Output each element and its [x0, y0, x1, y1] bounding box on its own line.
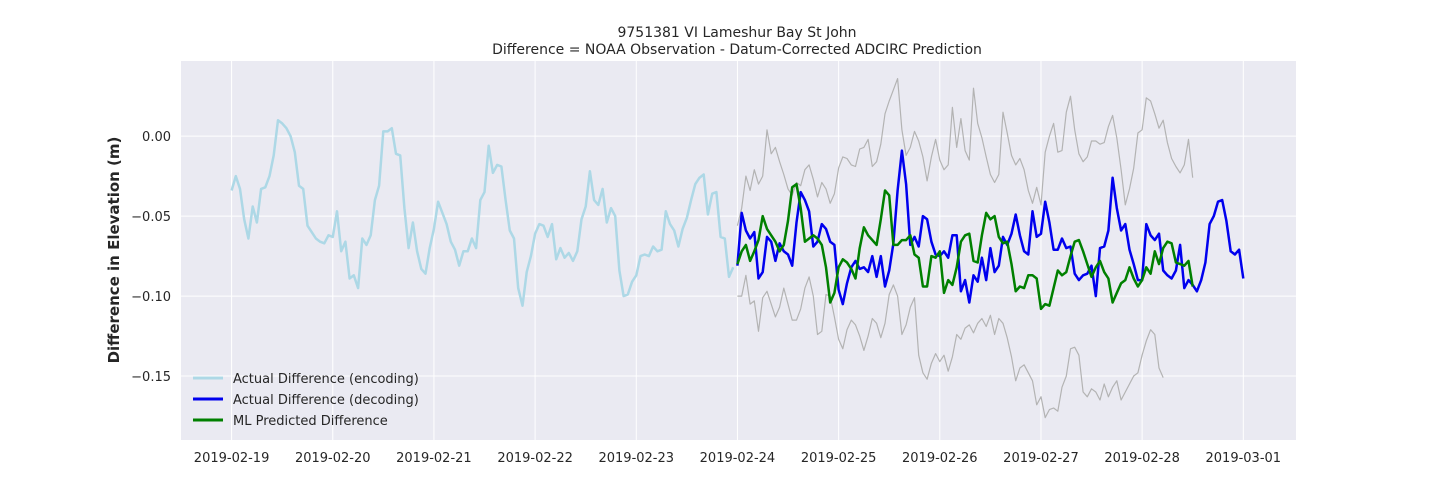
y-axis-ticks: 0.00 −0.05 −0.10 −0.15 [131, 130, 171, 385]
x-tick-label: 2019-03-01 [1206, 451, 1282, 466]
x-tick-label: 2019-02-23 [598, 451, 674, 466]
x-axis-ticks: 2019-02-19 2019-02-20 2019-02-21 2019-02-22… [194, 451, 1281, 466]
x-tick-label: 2019-02-27 [1003, 451, 1079, 466]
y-axis-label: Difference in Elevation (m) [105, 137, 123, 364]
legend: Actual Difference (encoding) Actual Diff… [193, 372, 419, 429]
y-tick-label: −0.05 [131, 210, 171, 225]
series-lines [230, 77, 1245, 419]
series-line-bound [737, 274, 1164, 419]
legend-label-encoding: Actual Difference (encoding) [233, 372, 419, 387]
x-tick-label: 2019-02-28 [1104, 451, 1180, 466]
series-line-decoding [736, 149, 1245, 306]
x-tick-label: 2019-02-26 [902, 451, 978, 466]
chart-subtitle: Difference = NOAA Observation - Datum-Co… [492, 42, 982, 58]
chart-title: 9751381 VI Lameshur Bay St John [617, 25, 856, 41]
y-tick-label: 0.00 [142, 130, 171, 145]
legend-label-decoding: Actual Difference (decoding) [233, 393, 419, 408]
series-line-bound [736, 77, 1194, 226]
x-tick-label: 2019-02-25 [801, 451, 877, 466]
x-tick-label: 2019-02-20 [295, 451, 371, 466]
y-tick-label: −0.15 [131, 370, 171, 385]
series-line-predicted [736, 182, 1194, 311]
x-tick-label: 2019-02-24 [700, 451, 776, 466]
y-tick-label: −0.10 [131, 290, 171, 305]
x-tick-label: 2019-02-19 [194, 451, 270, 466]
x-tick-label: 2019-02-21 [396, 451, 472, 466]
x-tick-label: 2019-02-22 [497, 451, 573, 466]
series-line-encoding [230, 118, 735, 307]
legend-label-predicted: ML Predicted Difference [233, 414, 388, 429]
